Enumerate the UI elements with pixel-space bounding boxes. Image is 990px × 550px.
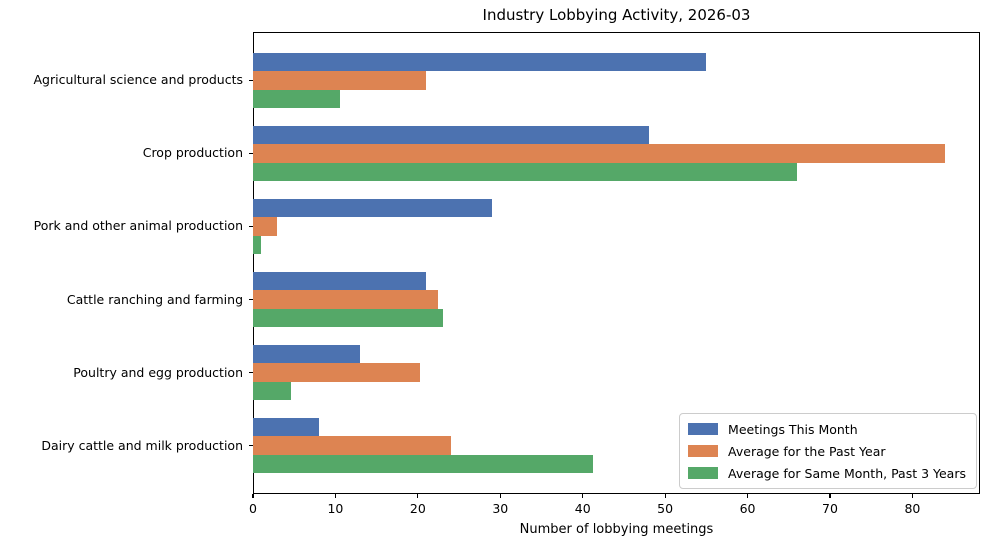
y-tick-label: Poultry and egg production: [73, 364, 243, 380]
bar: [253, 144, 946, 163]
x-tick-mark: [252, 494, 254, 498]
bar: [253, 235, 262, 254]
bar: [253, 290, 439, 309]
x-tick-label: 40: [574, 501, 591, 516]
x-tick-label: 20: [409, 501, 426, 516]
bar: [253, 308, 443, 327]
bar: [253, 418, 319, 437]
legend-label: Average for the Past Year: [728, 443, 886, 459]
bar: [253, 162, 797, 181]
bar: [253, 436, 451, 455]
y-tick-mark: [249, 445, 253, 447]
x-tick-label: 30: [492, 501, 509, 516]
bar: [253, 89, 340, 108]
y-tick-mark: [249, 152, 253, 155]
y-tick-label: Cattle ranching and farming: [66, 291, 243, 307]
x-tick-mark: [829, 494, 831, 498]
legend-swatch: [688, 445, 719, 457]
x-tick-mark: [911, 494, 913, 498]
bar: [253, 381, 291, 400]
bar: [253, 199, 493, 218]
x-tick-label: 0: [249, 501, 257, 516]
bar: [253, 126, 649, 145]
bar: [253, 272, 427, 291]
y-tick-mark: [249, 79, 253, 81]
bar: [253, 363, 420, 382]
x-axis-label: Number of lobbying meetings: [519, 522, 714, 537]
y-tick-label: Crop production: [142, 145, 243, 161]
y-tick-mark: [249, 298, 253, 301]
legend-swatch: [688, 423, 719, 435]
y-tick-mark: [249, 225, 253, 228]
y-tick-label: Dairy cattle and milk production: [41, 437, 243, 453]
bar: [253, 217, 277, 236]
x-tick-mark: [417, 494, 419, 498]
legend-row: Average for the Past Year: [688, 442, 966, 460]
bar: [253, 454, 594, 473]
legend-label: Average for Same Month, Past 3 Years: [728, 465, 966, 481]
x-tick-label: 70: [822, 501, 838, 516]
x-tick-label: 80: [904, 501, 921, 516]
x-tick-mark: [499, 494, 501, 498]
x-tick-mark: [334, 494, 336, 498]
x-tick-mark: [664, 494, 666, 498]
y-tick-label: Pork and other animal production: [33, 218, 243, 234]
y-tick-label: Agricultural science and products: [33, 72, 243, 88]
x-tick-mark: [582, 494, 584, 498]
x-tick-label: 10: [327, 501, 344, 516]
bar: [253, 345, 361, 364]
x-tick-label: 60: [739, 501, 756, 516]
chart-title: Industry Lobbying Activity, 2026-03: [482, 6, 751, 24]
legend-row: Average for Same Month, Past 3 Years: [688, 464, 966, 482]
x-tick-mark: [746, 494, 749, 498]
bar: [253, 53, 707, 72]
legend: Meetings This Month Average for the Past …: [679, 413, 977, 489]
y-tick-mark: [249, 371, 253, 374]
legend-row: Meetings This Month: [688, 420, 966, 438]
bar: [253, 71, 427, 90]
legend-label: Meetings This Month: [728, 421, 858, 437]
legend-swatch: [688, 467, 719, 479]
x-tick-label: 50: [657, 501, 674, 516]
